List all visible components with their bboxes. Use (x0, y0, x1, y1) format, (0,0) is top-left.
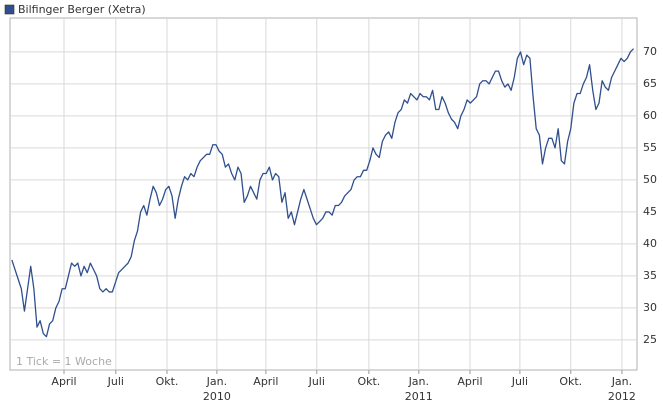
x-tick-label: April (457, 375, 482, 388)
x-tick-label: Jan. (206, 375, 227, 388)
x-year-label: 2011 (405, 390, 433, 403)
x-tick-label: Okt. (559, 375, 582, 388)
legend-label: Bilfinger Berger (Xetra) (18, 3, 146, 16)
y-tick-label: 50 (643, 173, 657, 186)
x-tick-label: Jan. (408, 375, 429, 388)
y-tick-label: 70 (643, 45, 657, 58)
price-line (11, 48, 635, 338)
y-tick-label: 35 (643, 269, 657, 282)
x-tick-label: Jan. (611, 375, 632, 388)
y-tick-label: 40 (643, 237, 657, 250)
x-tick-label: Juli (308, 375, 325, 388)
x-tick-label: Okt. (156, 375, 179, 388)
x-tick-label: April (51, 375, 76, 388)
x-tick-label: Juli (107, 375, 124, 388)
x-tick-label: Juli (511, 375, 528, 388)
y-tick-label: 45 (643, 205, 657, 218)
annotation: 1 Tick = 1 Woche (16, 355, 112, 368)
y-tick-label: 30 (643, 301, 657, 314)
x-year-label: 2012 (608, 390, 636, 403)
y-tick-label: 25 (643, 333, 657, 346)
x-year-label: 2010 (203, 390, 231, 403)
y-tick-label: 55 (643, 141, 657, 154)
plot-area (9, 17, 638, 371)
legend-swatch (4, 4, 15, 15)
y-tick-label: 60 (643, 109, 657, 122)
x-tick-label: Okt. (357, 375, 380, 388)
y-tick-label: 65 (643, 77, 657, 90)
x-tick-label: April (253, 375, 278, 388)
